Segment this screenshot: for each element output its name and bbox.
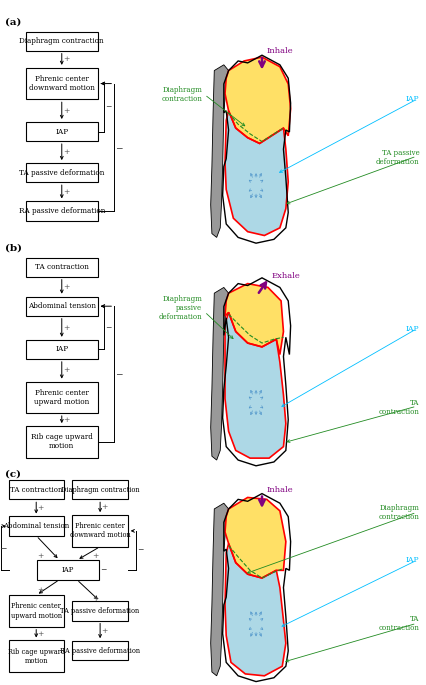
FancyBboxPatch shape: [26, 163, 98, 182]
Text: TA passive deformation: TA passive deformation: [60, 607, 140, 615]
Text: +: +: [64, 148, 70, 156]
Text: Abdominal tension: Abdominal tension: [28, 302, 96, 310]
Text: IAP: IAP: [406, 95, 420, 103]
Text: +: +: [37, 586, 43, 595]
Text: TA contraction: TA contraction: [10, 486, 63, 494]
Text: +: +: [64, 416, 70, 423]
FancyBboxPatch shape: [26, 426, 98, 458]
Polygon shape: [225, 497, 286, 578]
Text: −: −: [106, 103, 112, 112]
Text: Diaphragm contraction: Diaphragm contraction: [20, 37, 104, 45]
Polygon shape: [225, 111, 288, 236]
Text: RA passive deformation: RA passive deformation: [19, 207, 105, 215]
Text: TA contraction: TA contraction: [35, 263, 89, 271]
Text: −: −: [138, 547, 144, 554]
FancyBboxPatch shape: [26, 382, 98, 413]
Text: RA passive deformation: RA passive deformation: [60, 647, 140, 655]
Text: Exhale: Exhale: [271, 272, 300, 280]
Text: −: −: [100, 566, 106, 574]
Text: −: −: [115, 142, 122, 152]
Text: TA
contraction: TA contraction: [379, 399, 420, 416]
FancyBboxPatch shape: [9, 595, 64, 627]
FancyBboxPatch shape: [72, 601, 128, 621]
Text: −: −: [0, 543, 6, 553]
Text: Phrenic center
upward motion: Phrenic center upward motion: [11, 602, 62, 620]
FancyBboxPatch shape: [9, 516, 64, 536]
Text: Rib cage upward
motion: Rib cage upward motion: [8, 647, 65, 665]
FancyBboxPatch shape: [26, 32, 98, 51]
Text: Phrenic center
downward motion: Phrenic center downward motion: [70, 522, 130, 540]
Polygon shape: [225, 312, 286, 458]
Text: IAP: IAP: [55, 127, 68, 136]
Text: Phrenic center
downward motion: Phrenic center downward motion: [29, 75, 95, 92]
Polygon shape: [225, 57, 291, 143]
Text: IAP: IAP: [406, 556, 420, 564]
Text: Diaphragm
contraction: Diaphragm contraction: [379, 503, 420, 521]
Polygon shape: [225, 543, 286, 676]
Text: +: +: [93, 595, 99, 603]
Text: (a): (a): [5, 17, 21, 26]
FancyBboxPatch shape: [26, 297, 98, 316]
Text: IAP: IAP: [55, 345, 68, 353]
Text: TA
contraction: TA contraction: [379, 614, 420, 632]
Text: +: +: [64, 324, 70, 332]
Text: Abdominal tension: Abdominal tension: [3, 522, 69, 530]
FancyBboxPatch shape: [26, 122, 98, 141]
Text: +: +: [64, 55, 70, 63]
Polygon shape: [211, 503, 229, 676]
FancyBboxPatch shape: [26, 201, 98, 221]
Text: Inhale: Inhale: [267, 486, 294, 494]
Text: (b): (b): [5, 243, 22, 252]
FancyBboxPatch shape: [37, 560, 99, 580]
Text: +: +: [64, 188, 70, 196]
Text: Diaphragm
passive
deformation: Diaphragm passive deformation: [159, 295, 202, 321]
Text: +: +: [101, 503, 107, 511]
Text: TA passive
deformation: TA passive deformation: [376, 149, 420, 166]
Text: +: +: [37, 630, 43, 638]
Text: +: +: [64, 283, 70, 290]
Text: Diaphragm contraction: Diaphragm contraction: [61, 486, 139, 494]
Text: +: +: [93, 552, 99, 560]
FancyBboxPatch shape: [72, 480, 128, 499]
Text: (c): (c): [5, 469, 21, 478]
Text: IAP: IAP: [62, 566, 75, 574]
Text: −: −: [106, 324, 112, 332]
Text: Rib cage upward
motion: Rib cage upward motion: [31, 433, 93, 451]
Text: +: +: [101, 627, 107, 635]
FancyBboxPatch shape: [9, 480, 64, 499]
Polygon shape: [225, 284, 283, 355]
Text: +: +: [64, 107, 70, 114]
Text: +: +: [37, 504, 43, 512]
FancyBboxPatch shape: [72, 515, 128, 547]
Text: TA passive deformation: TA passive deformation: [19, 169, 104, 177]
Polygon shape: [211, 288, 229, 460]
FancyBboxPatch shape: [9, 640, 64, 672]
Text: +: +: [64, 366, 70, 374]
FancyBboxPatch shape: [26, 68, 98, 99]
Text: +: +: [37, 552, 43, 560]
Text: Inhale: Inhale: [267, 47, 294, 55]
FancyBboxPatch shape: [72, 641, 128, 660]
Text: Phrenic center
upward motion: Phrenic center upward motion: [34, 388, 89, 406]
FancyBboxPatch shape: [26, 258, 98, 277]
Text: IAP: IAP: [406, 325, 420, 333]
Polygon shape: [211, 65, 229, 238]
Text: −: −: [115, 369, 122, 379]
FancyBboxPatch shape: [26, 340, 98, 359]
Text: Diaphragm
contraction: Diaphragm contraction: [161, 86, 202, 103]
